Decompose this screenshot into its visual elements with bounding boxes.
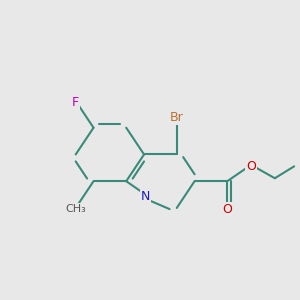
Text: CH₃: CH₃ xyxy=(65,204,86,214)
Text: Br: Br xyxy=(170,111,184,124)
Text: N: N xyxy=(141,190,150,202)
Text: F: F xyxy=(72,96,79,109)
Text: O: O xyxy=(246,160,256,173)
Text: O: O xyxy=(222,203,232,216)
